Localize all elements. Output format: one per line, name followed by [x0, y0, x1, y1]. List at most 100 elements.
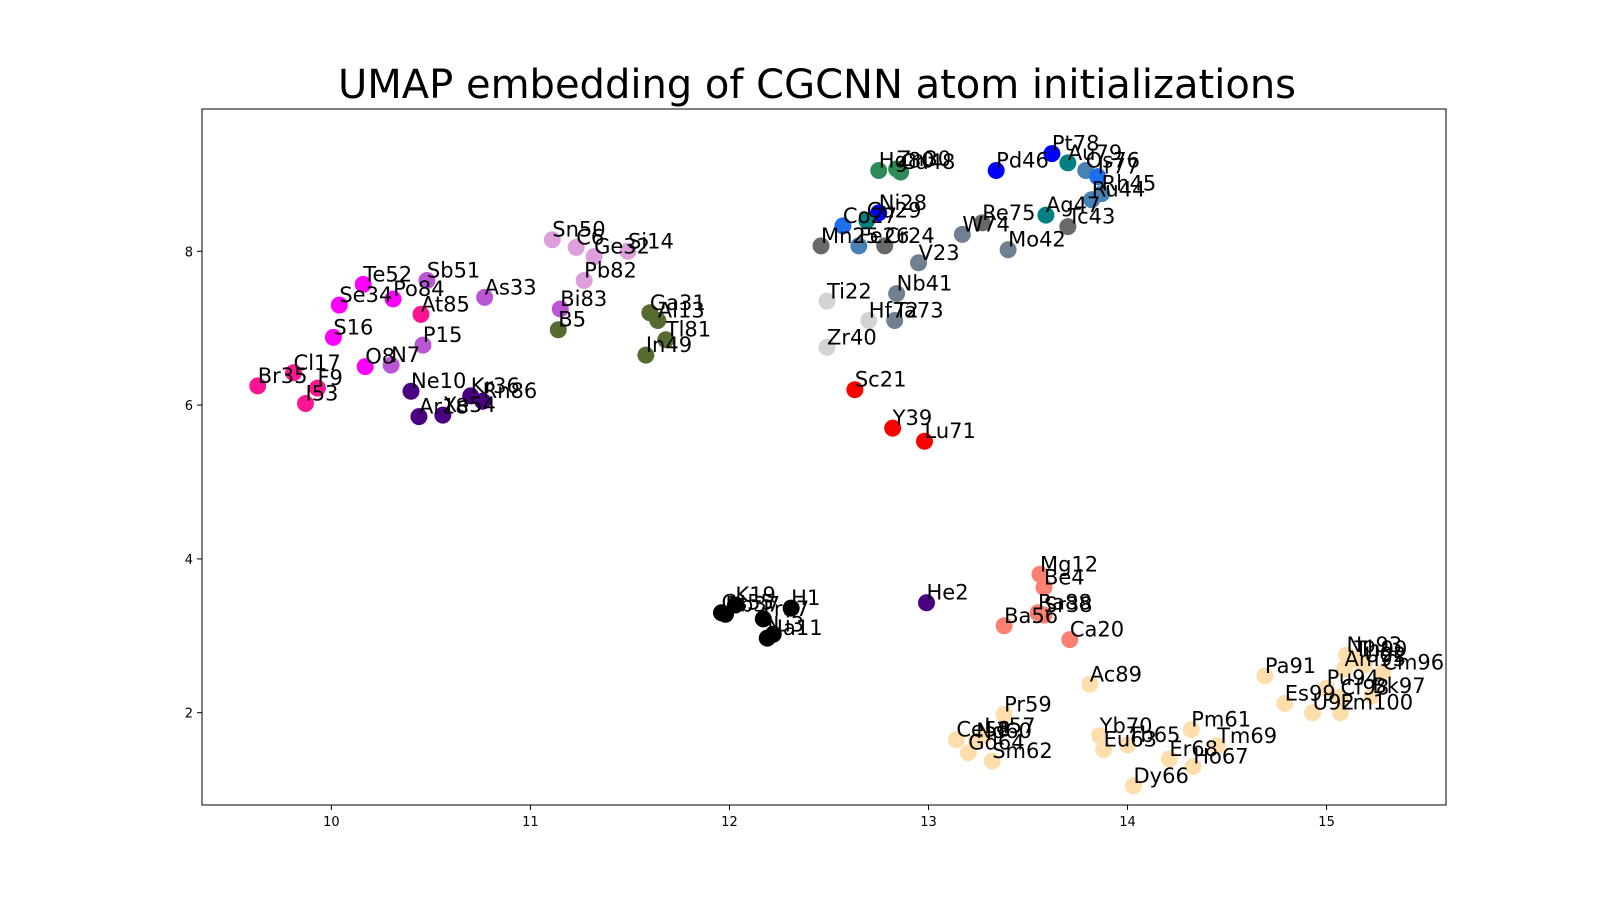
data-point-pu94 [1318, 679, 1336, 697]
data-point-sm62 [983, 752, 1001, 770]
x-tick-label: 14 [1119, 815, 1136, 830]
data-point-cm96 [1373, 664, 1391, 682]
point-label-al13: Al13 [658, 298, 705, 322]
data-point-es99 [1276, 694, 1294, 712]
point-label-mg12: Mg12 [1040, 552, 1098, 576]
data-point-pb82 [575, 272, 593, 290]
point-label-kr36: Kr36 [471, 374, 520, 398]
point-label-s16: S16 [333, 315, 373, 339]
point-label-gd64: Gd64 [968, 731, 1024, 755]
point-label-w74: W74 [962, 212, 1010, 236]
data-point-cu29 [858, 212, 876, 230]
data-point-al13 [649, 311, 667, 329]
data-point-tb65 [1119, 736, 1137, 754]
point-label-cs55: Cs55 [721, 591, 773, 615]
point-label-cl17: Cl17 [294, 351, 341, 375]
point-label-v23: V23 [919, 241, 960, 265]
x-axis: 10 11 12 13 14 15 [323, 805, 1335, 830]
data-point-b5 [549, 321, 567, 339]
data-point-mo42 [999, 241, 1017, 259]
point-label-ca20: Ca20 [1070, 618, 1124, 642]
point-label-nb41: Nb41 [897, 272, 953, 296]
point-label-u92: U92 [1313, 691, 1355, 715]
chart-title: UMAP embedding of CGCNN atom initializat… [338, 62, 1296, 108]
point-label-am95: Am95 [1344, 647, 1406, 671]
data-point-p15 [414, 336, 432, 354]
data-point-sb51 [418, 272, 436, 290]
data-point-f9 [308, 379, 326, 397]
point-label-nd60: Nd60 [976, 719, 1032, 743]
data-point-rn86 [474, 392, 492, 410]
data-point-bi83 [551, 300, 569, 318]
point-label-bi83: Bi83 [560, 287, 607, 311]
point-label-la57: La57 [984, 714, 1035, 738]
data-point-hf72 [860, 311, 878, 329]
data-point-cf98 [1332, 688, 1350, 706]
point-label-cm96: Cm96 [1382, 651, 1444, 675]
y-tick-label: 6 [185, 399, 193, 414]
point-label-dy66: Dy66 [1134, 764, 1189, 788]
data-point-pm61 [1182, 721, 1200, 739]
x-tick-label: 12 [721, 815, 738, 830]
data-point-si14 [619, 242, 637, 260]
data-point-fr87 [754, 610, 772, 628]
point-label-se34: Se34 [339, 283, 392, 307]
point-label-ni28: Ni28 [879, 191, 927, 215]
data-point-o8 [356, 358, 374, 376]
point-label-ru44: Ru44 [1092, 178, 1146, 202]
data-point-bk97 [1363, 687, 1381, 705]
point-label-pd46: Pd46 [996, 149, 1049, 173]
point-label-b5: B5 [558, 308, 586, 332]
point-label-mo42: Mo42 [1008, 228, 1066, 252]
data-point-tm69 [1208, 737, 1226, 755]
data-point-mn25 [812, 237, 830, 255]
point-label-te52: Te52 [362, 262, 412, 286]
point-label-bk97: Bk97 [1372, 674, 1425, 698]
point-label-f9: F9 [317, 366, 342, 390]
point-label-er68: Er68 [1169, 737, 1218, 761]
point-label-sn50: Sn50 [552, 218, 605, 242]
data-point-pd46 [987, 162, 1005, 180]
point-label-tc43: Tc43 [1067, 205, 1116, 229]
point-label-ho67: Ho67 [1193, 745, 1248, 769]
point-label-cu29: Cu29 [867, 199, 922, 223]
data-point-au79 [1059, 154, 1077, 172]
data-point-sc21 [846, 381, 864, 399]
point-label-pa91: Pa91 [1265, 654, 1316, 678]
point-label-at85: At85 [421, 292, 470, 316]
point-label-sr38: Sr38 [1044, 593, 1093, 617]
plot-area-frame [201, 108, 1447, 806]
point-label-np93: Np93 [1346, 633, 1402, 657]
data-point-ag47 [1037, 206, 1055, 224]
point-label-ta73: Ta73 [894, 298, 944, 322]
point-label-ti22: Ti22 [826, 279, 872, 303]
point-label-pt78: Pt78 [1052, 132, 1100, 156]
point-label-u92: U92 [1364, 643, 1406, 667]
point-label-hf72: Hf72 [869, 298, 919, 322]
x-tick-label: 13 [920, 815, 937, 830]
data-point-sn50 [543, 231, 561, 249]
data-point-s16 [324, 328, 342, 346]
point-label-ge32: Ge32 [594, 235, 650, 259]
point-label-ne10: Ne10 [411, 369, 466, 393]
point-label-as33: As33 [485, 275, 537, 299]
point-label-fe26: Fe26 [859, 224, 910, 248]
point-label-ar18: Ar18 [419, 395, 469, 419]
data-point-fm100 [1332, 704, 1350, 722]
point-label-hg80: Hg80 [879, 149, 935, 173]
data-point-u92 [1304, 704, 1322, 722]
data-point-ti22 [818, 292, 836, 310]
point-label-sb51: Sb51 [427, 259, 480, 283]
data-point-po84 [384, 290, 402, 308]
data-point-ca20 [1061, 631, 1079, 649]
data-point-pa91 [1256, 667, 1274, 685]
point-label-zr40: Zr40 [827, 325, 877, 349]
point-label-pb82: Pb82 [584, 259, 637, 283]
point-label-si14: Si14 [628, 229, 674, 253]
data-point-yb70 [1091, 727, 1109, 745]
point-label-c6: C6 [576, 225, 604, 249]
point-label-au79: Au79 [1068, 141, 1122, 165]
point-label-sm62: Sm62 [992, 739, 1053, 763]
